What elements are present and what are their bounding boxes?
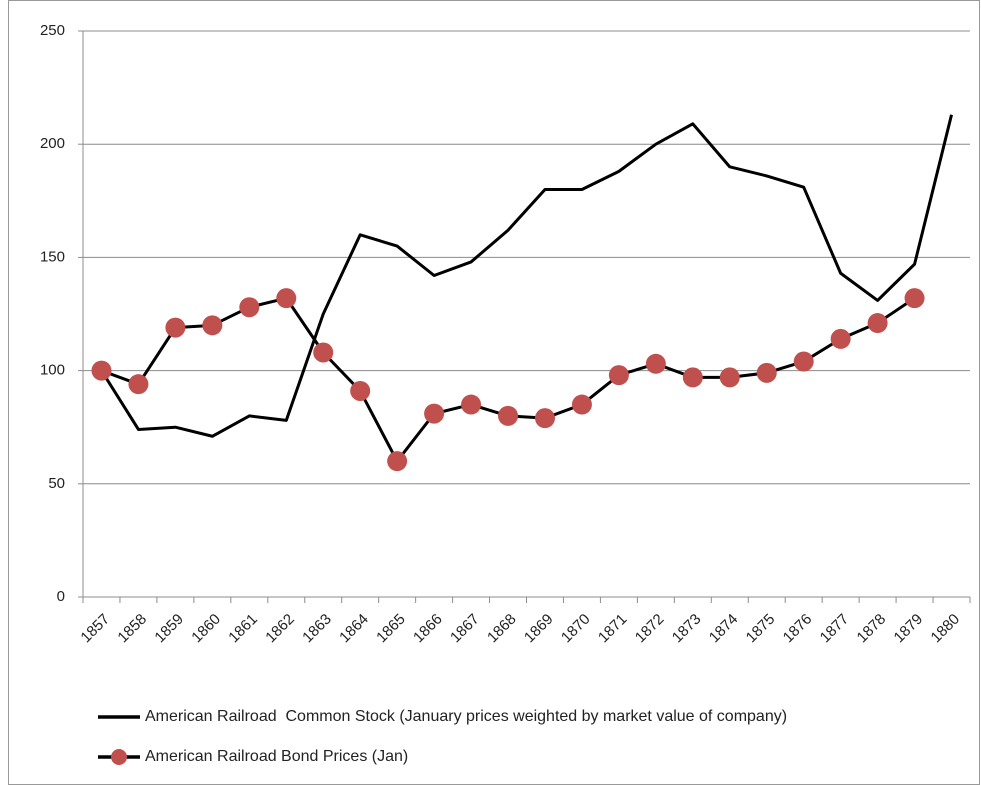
x-tick-label: 1857 [77,611,113,647]
point-marker [239,297,260,318]
x-tick-label: 1879 [891,611,927,647]
y-tick-label: 100 [40,362,65,379]
point-marker [830,328,851,349]
x-tick-label: 1867 [447,611,483,647]
legend-marker [111,749,127,765]
point-marker [165,317,186,338]
x-tick-label: 1868 [484,611,520,647]
x-tick-label: 1869 [521,611,557,647]
point-marker [202,315,223,336]
x-tick-label: 1876 [780,611,816,647]
x-tick-label: 1871 [595,611,631,647]
x-tick-label: 1859 [151,611,187,647]
x-tick-label: 1858 [114,611,150,647]
x-tick-label: 1870 [558,611,594,647]
x-tick-label: 1862 [262,611,298,647]
point-marker [313,342,334,363]
x-tick-label: 1880 [928,611,964,647]
point-marker [387,451,408,472]
point-marker [645,353,666,374]
point-marker [571,394,592,415]
y-tick-label: 0 [57,588,65,605]
x-tick-label: 1875 [743,611,779,647]
x-tick-label: 1877 [817,611,853,647]
x-tick-label: 1873 [669,611,705,647]
point-marker [461,394,482,415]
point-marker [793,351,814,372]
point-marker [608,365,629,386]
point-marker [276,288,297,309]
point-marker [128,374,149,395]
x-tick-label: 1860 [188,611,224,647]
x-tick-label: 1863 [299,611,335,647]
y-tick-label: 200 [40,135,65,152]
point-marker [756,362,777,383]
chart-frame [8,0,980,785]
series-line [100,296,916,463]
point-marker [534,408,555,429]
point-marker [424,403,445,424]
point-marker [498,405,519,426]
x-tick-label: 1864 [336,611,372,647]
point-marker [91,360,112,381]
point-marker [682,367,703,388]
y-tick-label: 50 [48,475,65,492]
y-tick-label: 150 [40,248,65,265]
x-tick-label: 1861 [225,611,261,647]
point-marker [867,313,888,334]
point-marker [904,288,925,309]
legend-label: American Railroad Bond Prices (Jan) [145,748,408,765]
point-marker [350,380,371,401]
x-tick-label: 1865 [373,611,409,647]
x-tick-label: 1878 [854,611,890,647]
x-tick-label: 1872 [632,611,668,647]
y-tick-label: 250 [40,22,65,39]
series-line [100,114,953,438]
point-marker [719,367,740,388]
x-tick-label: 1866 [410,611,446,647]
legend-label: American Railroad Common Stock (January … [145,708,787,725]
x-tick-label: 1874 [706,611,742,647]
